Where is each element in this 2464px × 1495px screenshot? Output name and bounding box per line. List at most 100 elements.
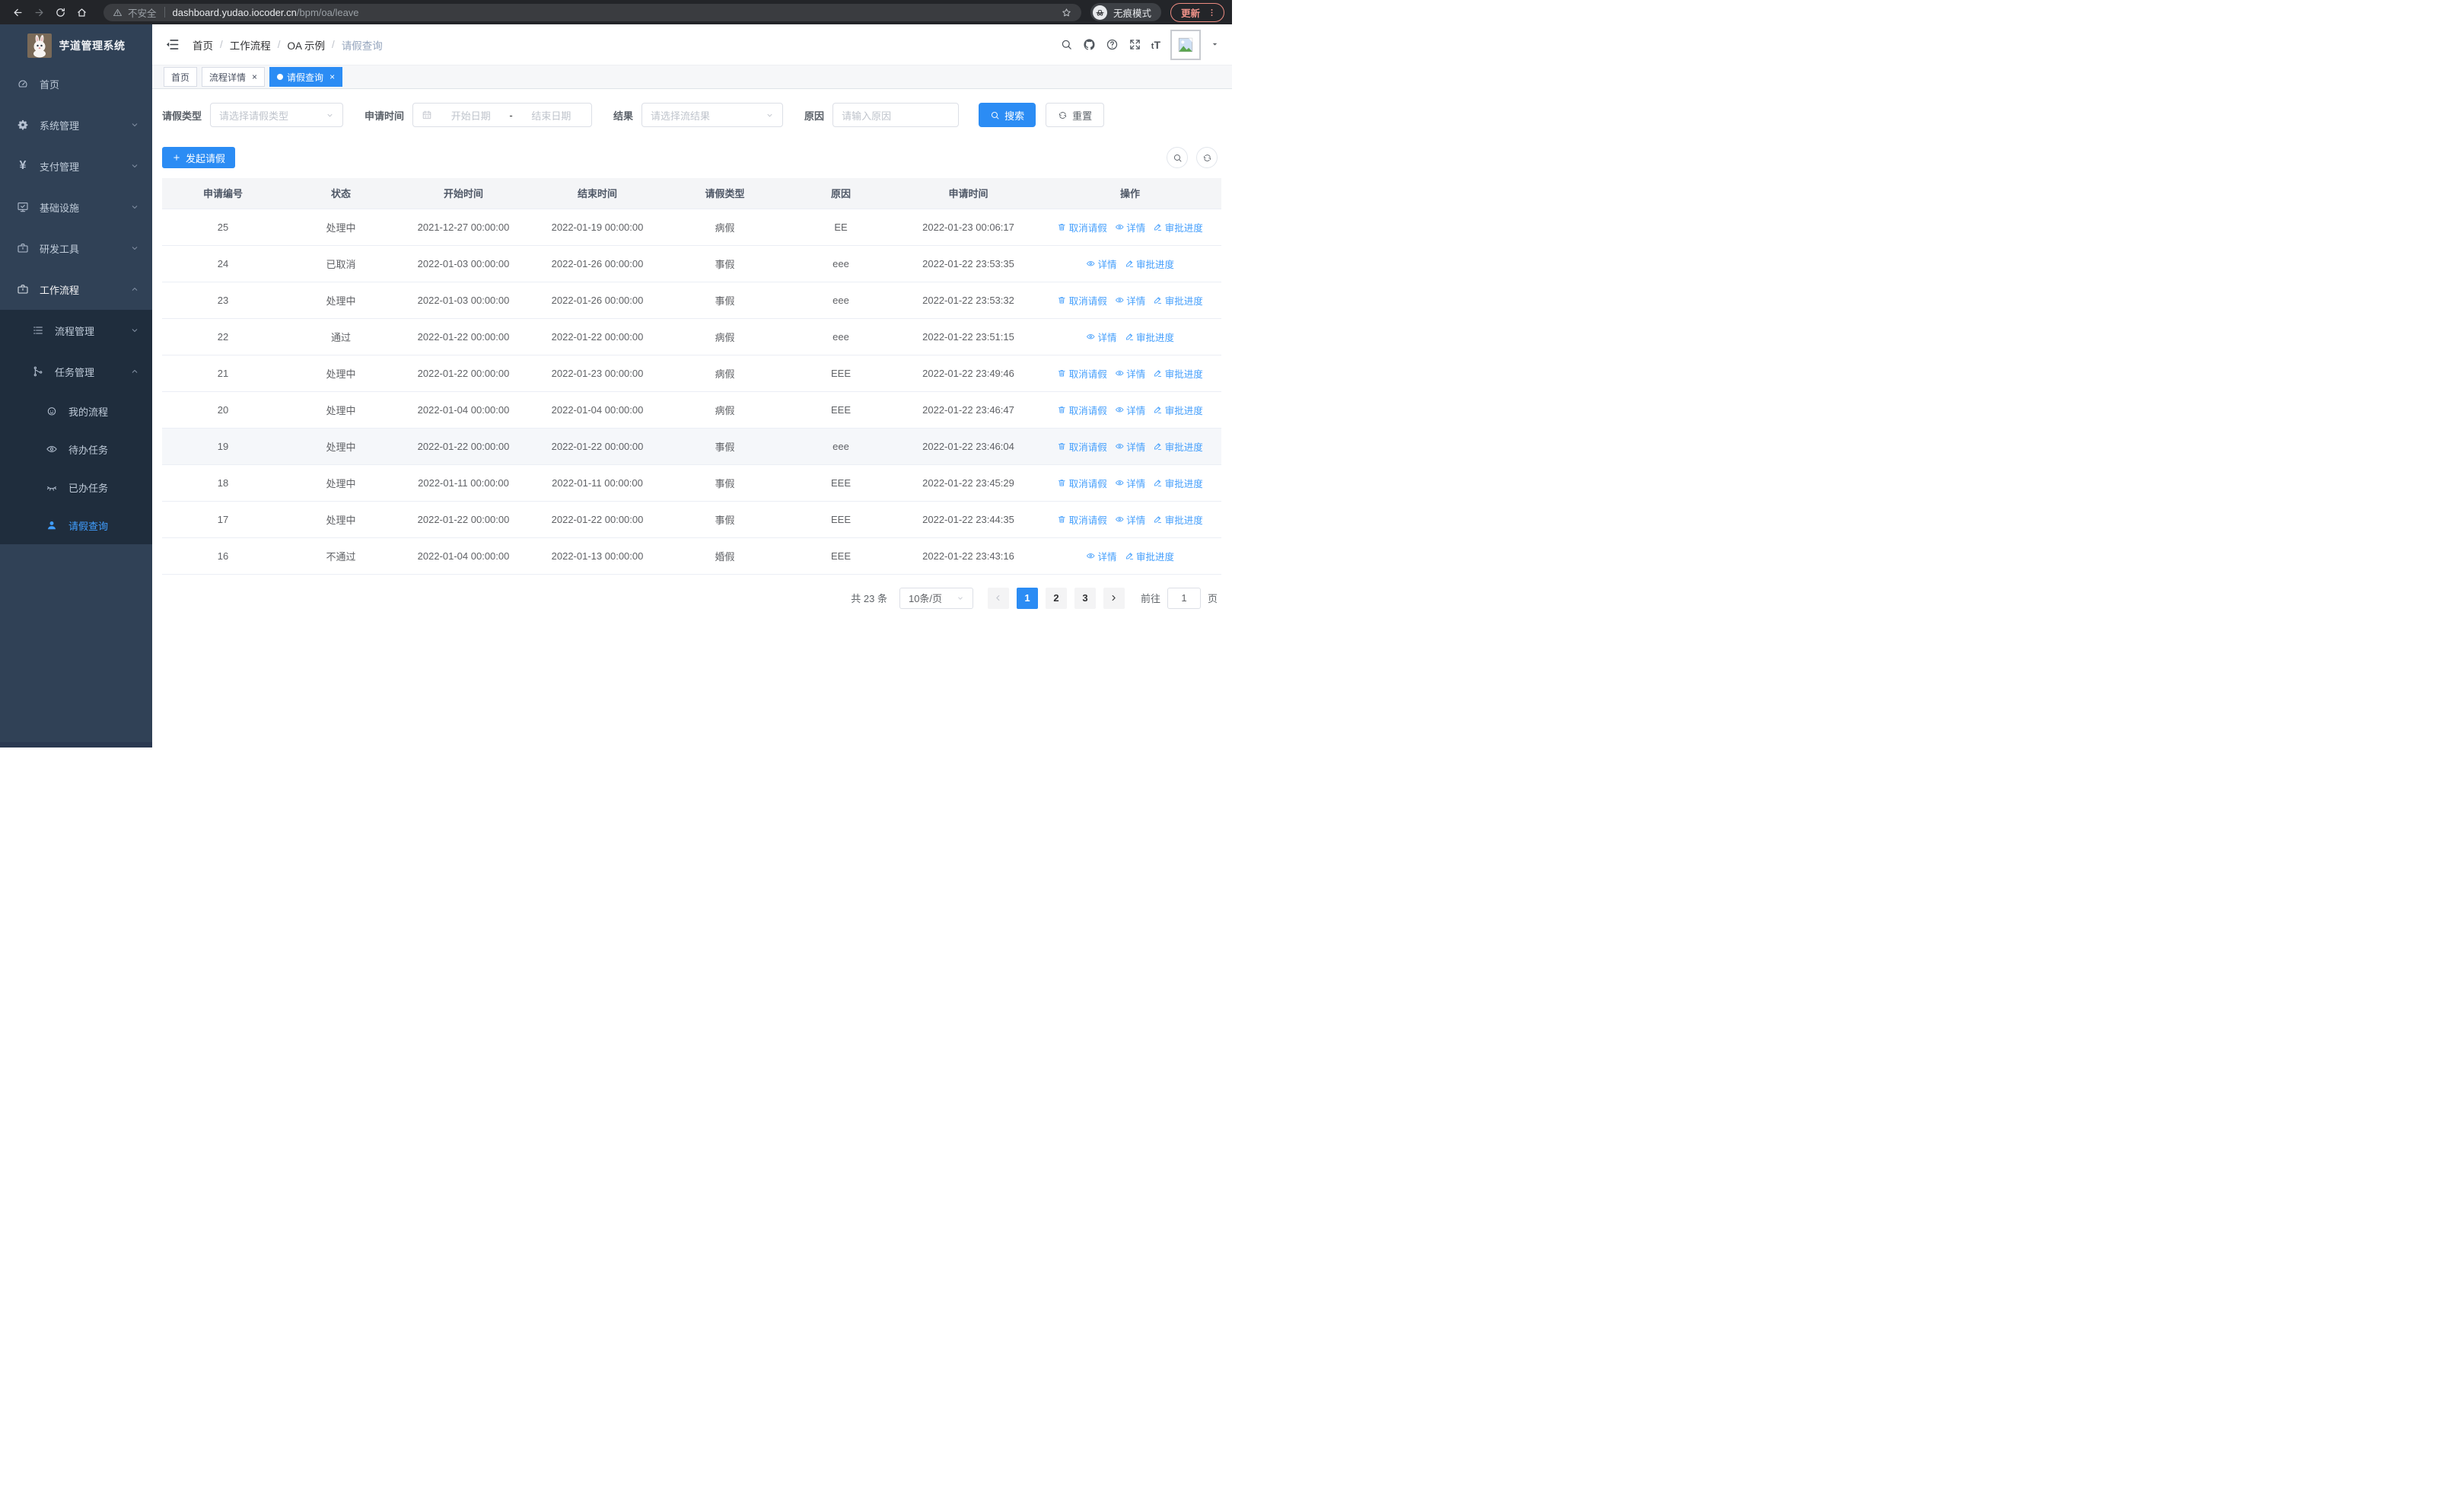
- detail-link[interactable]: 详情: [1115, 476, 1145, 490]
- kebab-menu-icon[interactable]: [1207, 8, 1217, 18]
- sidebar-item-done-task[interactable]: 已办任务: [0, 468, 152, 506]
- detail-link[interactable]: 详情: [1115, 512, 1145, 527]
- page-size-select[interactable]: 10条/页: [899, 587, 973, 609]
- cancel-leave-link[interactable]: 取消请假: [1057, 403, 1107, 417]
- approval-progress-link[interactable]: 审批进度: [1153, 476, 1203, 490]
- result-select[interactable]: 请选择流结果: [641, 103, 784, 127]
- sidebar-item-workflow[interactable]: 工作流程: [0, 269, 152, 310]
- toolbar-search-icon[interactable]: [1167, 147, 1188, 168]
- approval-progress-link[interactable]: 审批进度: [1153, 403, 1203, 417]
- edit-icon: [1125, 332, 1135, 342]
- cancel-leave-link[interactable]: 取消请假: [1057, 439, 1107, 454]
- approval-progress-link[interactable]: 审批进度: [1125, 257, 1174, 271]
- tab-首页[interactable]: 首页: [164, 67, 198, 87]
- approval-progress-link[interactable]: 审批进度: [1153, 366, 1203, 381]
- cell-applied: 2022-01-22 23:46:47: [898, 391, 1039, 429]
- detail-link[interactable]: 详情: [1115, 439, 1145, 454]
- cell-type: 病假: [666, 391, 784, 429]
- approval-progress-link[interactable]: 审批进度: [1125, 549, 1174, 563]
- cell-reason: eee: [784, 245, 898, 282]
- caret-down-icon[interactable]: [1211, 40, 1219, 49]
- breadcrumb-item[interactable]: OA 示例: [287, 40, 326, 52]
- back-icon[interactable]: [8, 2, 27, 22]
- page-button-1[interactable]: 1: [1016, 587, 1038, 609]
- cell-actions: 取消请假 详情 审批进度: [1039, 282, 1221, 319]
- cancel-leave-link[interactable]: 取消请假: [1057, 512, 1107, 527]
- goto-page-input[interactable]: 1: [1167, 587, 1201, 609]
- sidebar-item-payment[interactable]: ¥ 支付管理: [0, 145, 152, 186]
- reload-icon[interactable]: [50, 2, 70, 22]
- detail-link[interactable]: 详情: [1115, 220, 1145, 234]
- hamburger-icon[interactable]: [165, 37, 180, 52]
- cell-status: 处理中: [284, 282, 398, 319]
- sidebar-item-label: 支付管理: [40, 161, 80, 173]
- end-date-placeholder: 结束日期: [531, 110, 571, 122]
- sidebar-item-process-mgmt[interactable]: 流程管理: [0, 310, 152, 351]
- create-leave-button[interactable]: 发起请假: [162, 147, 236, 168]
- search-icon[interactable]: [1060, 38, 1073, 51]
- date-range-input[interactable]: 开始日期 - 结束日期: [412, 103, 593, 127]
- cancel-leave-link[interactable]: 取消请假: [1057, 476, 1107, 490]
- leave-type-select[interactable]: 请选择请假类型: [210, 103, 344, 127]
- approval-progress-link[interactable]: 审批进度: [1153, 439, 1203, 454]
- prev-page-button[interactable]: [987, 587, 1009, 609]
- pagination: 共 23 条 10条/页 1 2 3 前往 1 页: [162, 587, 1221, 609]
- cancel-leave-link[interactable]: 取消请假: [1057, 293, 1107, 308]
- detail-link[interactable]: 详情: [1086, 257, 1117, 271]
- github-icon[interactable]: [1083, 38, 1096, 51]
- page-button-3[interactable]: 3: [1074, 587, 1096, 609]
- forward-icon[interactable]: [29, 2, 49, 22]
- reason-input[interactable]: 请输入原因: [832, 103, 960, 127]
- column-header: 状态: [284, 178, 398, 209]
- yen-icon: ¥: [19, 159, 27, 172]
- breadcrumb-item[interactable]: 工作流程: [229, 40, 271, 52]
- next-page-button[interactable]: [1103, 587, 1125, 609]
- address-bar[interactable]: 不安全 dashboard.yudao.iocoder.cn/bpm/oa/le…: [103, 3, 1081, 21]
- detail-link[interactable]: 详情: [1115, 366, 1145, 381]
- detail-link[interactable]: 详情: [1086, 330, 1117, 344]
- update-button[interactable]: 更新: [1170, 2, 1224, 22]
- detail-link[interactable]: 详情: [1086, 549, 1117, 563]
- sidebar-item-leave-query[interactable]: 请假查询: [0, 506, 152, 544]
- toolbar-refresh-icon[interactable]: [1196, 147, 1218, 168]
- search-button[interactable]: 搜索: [979, 103, 1036, 127]
- robot-icon: [45, 405, 59, 417]
- tab-请假查询[interactable]: 请假查询 ×: [269, 67, 343, 87]
- help-icon[interactable]: [1106, 38, 1119, 51]
- breadcrumb-item[interactable]: 首页: [193, 40, 213, 52]
- sidebar-item-devtools[interactable]: 研发工具: [0, 228, 152, 269]
- approval-progress-link[interactable]: 审批进度: [1153, 293, 1203, 308]
- delete-icon: [1057, 405, 1067, 415]
- cell-start: 2022-01-22 00:00:00: [398, 428, 529, 465]
- chevron-down-icon: [130, 161, 139, 171]
- tab-流程详情[interactable]: 流程详情 ×: [202, 67, 266, 87]
- tab-close-icon[interactable]: ×: [329, 72, 336, 82]
- sidebar-item-todo-task[interactable]: 待办任务: [0, 430, 152, 468]
- cell-type: 事假: [666, 501, 784, 538]
- security-label: 不安全: [128, 8, 157, 19]
- fullscreen-icon[interactable]: [1129, 38, 1141, 51]
- sidebar-item-infra[interactable]: 基础设施: [0, 186, 152, 228]
- sidebar-item-task-mgmt[interactable]: 任务管理: [0, 351, 152, 392]
- table-row: 16 不通过 2022-01-04 00:00:00 2022-01-13 00:00…: [162, 537, 1221, 575]
- avatar[interactable]: [1170, 29, 1201, 60]
- sidebar-item-my-process[interactable]: 我的流程: [0, 392, 152, 430]
- sidebar-item-home[interactable]: 首页: [0, 63, 152, 104]
- approval-progress-link[interactable]: 审批进度: [1153, 512, 1203, 527]
- home-icon[interactable]: [72, 2, 91, 22]
- tab-close-icon[interactable]: ×: [252, 72, 258, 82]
- approval-progress-link[interactable]: 审批进度: [1125, 330, 1174, 344]
- sidebar-item-system[interactable]: 系统管理: [0, 104, 152, 145]
- bookmark-star-icon[interactable]: [1061, 7, 1072, 18]
- detail-link[interactable]: 详情: [1115, 403, 1145, 417]
- active-tab-dot: [277, 74, 284, 80]
- cancel-leave-link[interactable]: 取消请假: [1057, 220, 1107, 234]
- cell-reason: EEE: [784, 501, 898, 538]
- reset-button[interactable]: 重置: [1046, 103, 1105, 127]
- approval-progress-link[interactable]: 审批进度: [1153, 220, 1203, 234]
- cancel-leave-link[interactable]: 取消请假: [1057, 366, 1107, 381]
- font-size-icon[interactable]: tT: [1151, 38, 1160, 51]
- page-button-2[interactable]: 2: [1045, 587, 1067, 609]
- detail-link[interactable]: 详情: [1115, 293, 1145, 308]
- action-label: 审批进度: [1164, 222, 1203, 234]
